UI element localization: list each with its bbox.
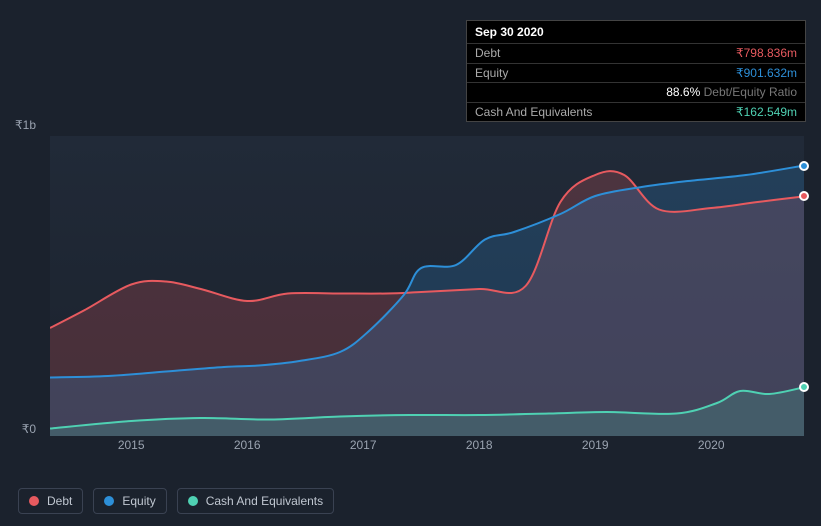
debt-marker — [799, 191, 809, 201]
chart-container: ₹1b ₹0 201520162017201820192020 — [18, 118, 804, 468]
legend-label: Equity — [122, 494, 155, 508]
x-tick: 2019 — [582, 438, 609, 452]
x-tick: 2017 — [350, 438, 377, 452]
cash-marker — [799, 382, 809, 392]
tooltip-row: Equity ₹901.632m — [467, 64, 805, 83]
y-tick-top: ₹1b — [6, 118, 36, 132]
tooltip-value: ₹162.549m — [736, 105, 797, 119]
x-tick: 2020 — [698, 438, 725, 452]
x-tick: 2015 — [118, 438, 145, 452]
legend-swatch — [188, 496, 198, 506]
x-tick: 2016 — [234, 438, 261, 452]
tooltip-value: ₹901.632m — [736, 66, 797, 80]
tooltip-row: Debt ₹798.836m — [467, 44, 805, 63]
x-axis: 2015 2016 2017 2018 2019 2020 — [50, 438, 804, 458]
tooltip-value: ₹798.836m — [736, 46, 797, 60]
x-tick: 2018 — [466, 438, 493, 452]
legend: Debt Equity Cash And Equivalents — [18, 488, 334, 514]
legend-item-equity[interactable]: Equity — [93, 488, 166, 514]
tooltip-value: 88.6% Debt/Equity Ratio — [666, 85, 797, 99]
hover-tooltip: Sep 30 2020 Debt ₹798.836m Equity ₹901.632m… — [466, 20, 806, 122]
legend-swatch — [29, 496, 39, 506]
legend-item-cash-and-equivalents[interactable]: Cash And Equivalents — [177, 488, 334, 514]
tooltip-date: Sep 30 2020 — [467, 21, 805, 44]
plot-area[interactable] — [50, 136, 804, 436]
legend-label: Cash And Equivalents — [206, 494, 323, 508]
tooltip-row: 88.6% Debt/Equity Ratio — [467, 83, 805, 102]
y-tick-bottom: ₹0 — [6, 422, 36, 436]
equity-marker — [799, 161, 809, 171]
tooltip-label: Debt — [475, 46, 500, 60]
legend-label: Debt — [47, 494, 72, 508]
tooltip-label: Cash And Equivalents — [475, 105, 592, 119]
tooltip-label: Equity — [475, 66, 508, 80]
legend-swatch — [104, 496, 114, 506]
chart-svg — [50, 136, 804, 436]
legend-item-debt[interactable]: Debt — [18, 488, 83, 514]
